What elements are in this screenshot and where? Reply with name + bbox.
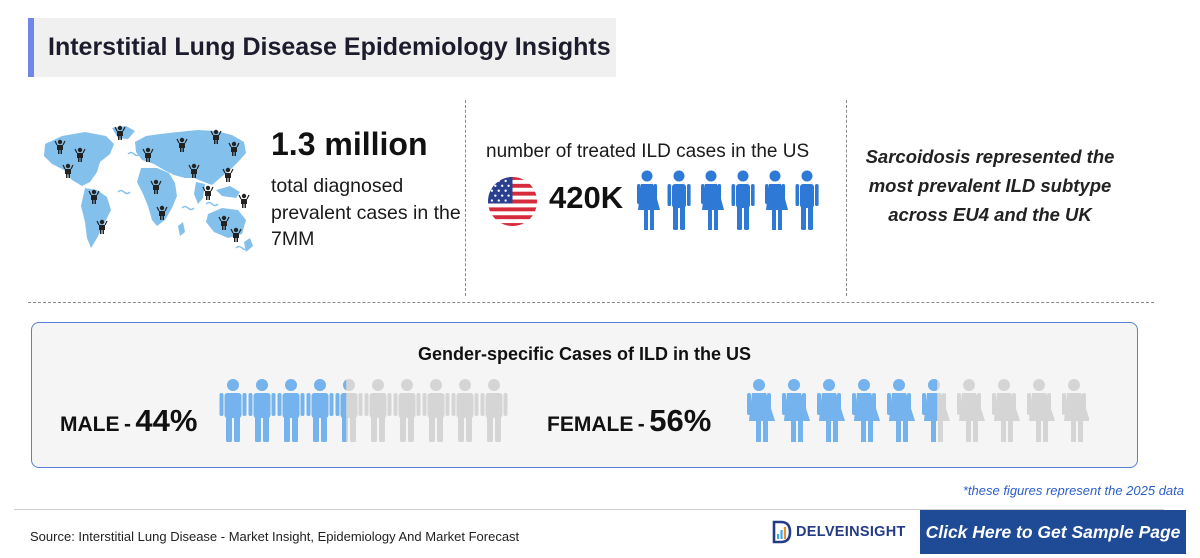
prevalent-subtype-text: Sarcoidosis represented the most prevale… <box>865 146 1115 225</box>
male-label-text: MALE <box>60 413 120 436</box>
gender-panel-title: Gender-specific Cases of ILD in the US <box>417 344 752 364</box>
source-citation: Source: Interstitial Lung Disease - Mark… <box>30 529 520 544</box>
prevalent-cases-description: total diagnosed prevalent cases in the 7… <box>271 175 461 250</box>
female-share-label: FEMALE - 56% <box>547 403 711 439</box>
female-percent: 56% <box>649 403 712 438</box>
section-divider <box>28 302 1154 303</box>
male-share-label: MALE - 44% <box>60 403 197 439</box>
brand-logo[interactable]: DELVEINSIGHT <box>772 518 906 546</box>
data-year-footnote: *these figures represent the 2025 data <box>962 483 1184 498</box>
male-figures-icon <box>219 379 508 442</box>
get-sample-page-button[interactable]: Click Here to Get Sample Page <box>920 510 1186 554</box>
prevalent-cases-value: 1.3 million <box>271 126 428 162</box>
page-title: Interstitial Lung Disease Epidemiology I… <box>48 33 611 61</box>
delveinsight-logo-icon <box>772 520 792 544</box>
title-banner: Interstitial Lung Disease Epidemiology I… <box>28 18 616 77</box>
female-figures-icon <box>747 379 1089 442</box>
gender-panel: Gender-specific Cases of ILD in the US M… <box>31 322 1138 468</box>
female-label-text: FEMALE <box>547 413 634 436</box>
treated-people-icon <box>637 170 819 230</box>
footer-divider <box>14 509 1164 510</box>
treated-cases-value: 420K <box>549 180 624 215</box>
column-divider <box>465 100 466 296</box>
female-label-dash: - <box>637 413 645 436</box>
us-flag-icon <box>487 176 538 227</box>
treated-cases-description: number of treated ILD cases in the US <box>486 141 810 162</box>
column-divider <box>846 100 847 296</box>
world-map-people-icon <box>44 125 253 252</box>
brand-name: DELVEINSIGHT <box>796 524 906 540</box>
male-label-dash: - <box>123 413 131 436</box>
male-percent: 44% <box>135 403 198 438</box>
